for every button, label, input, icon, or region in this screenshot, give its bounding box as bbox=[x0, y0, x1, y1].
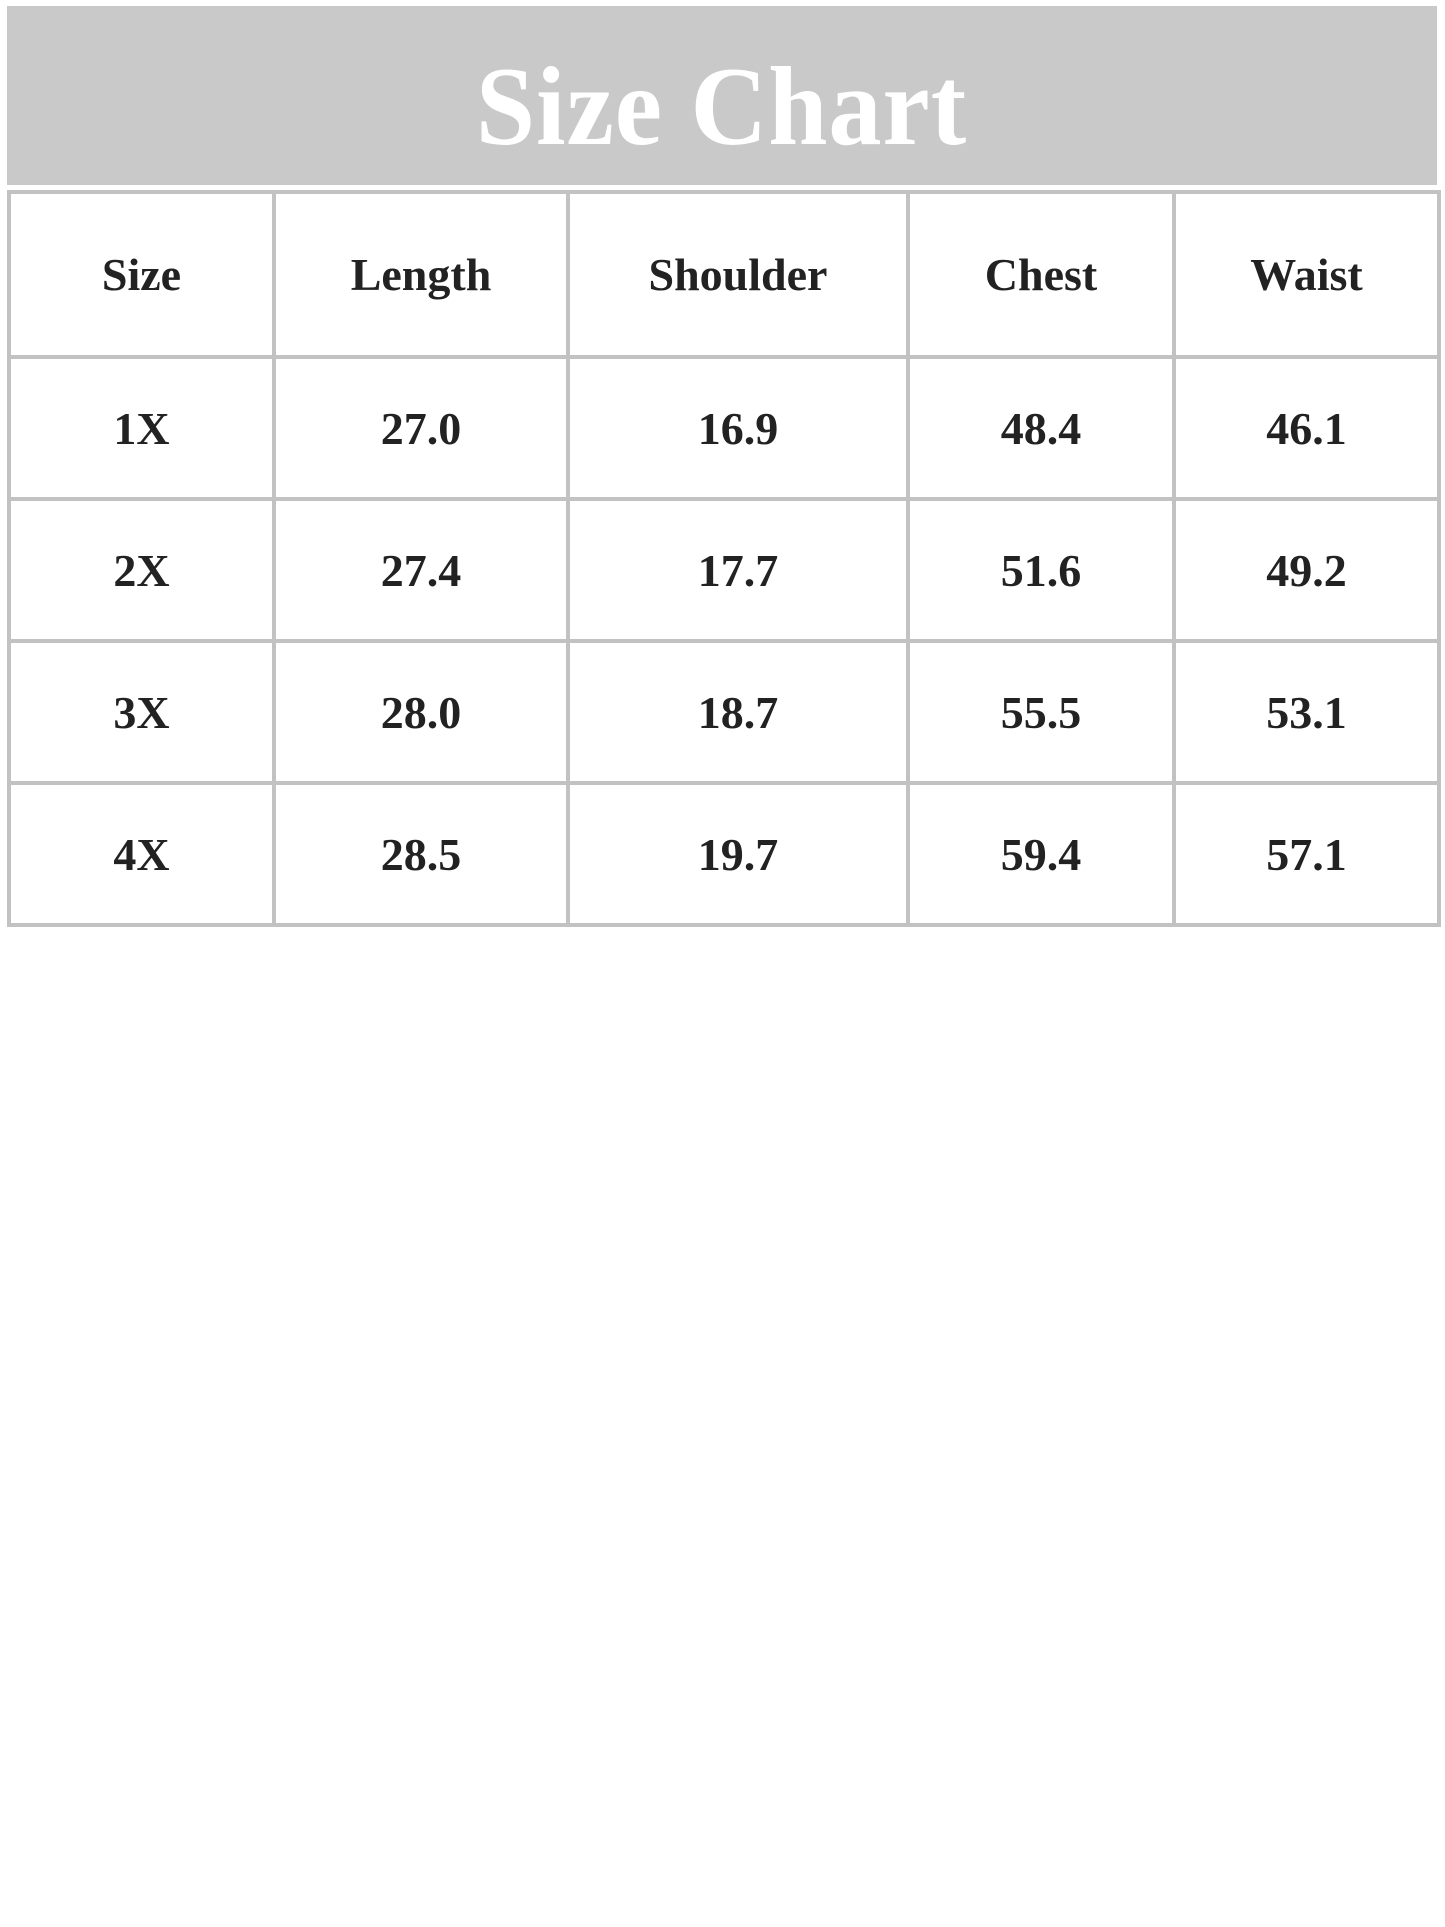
row-label: 1X bbox=[7, 355, 276, 501]
table-cell: 18.7 bbox=[566, 639, 910, 785]
table-row: 1X 27.0 16.9 48.4 46.1 bbox=[7, 355, 1441, 501]
table-cell: 51.6 bbox=[906, 497, 1176, 643]
row-label: 3X bbox=[7, 639, 276, 785]
table-cell: 27.0 bbox=[272, 355, 570, 501]
size-chart-banner: Size Chart bbox=[7, 6, 1437, 185]
table-cell: 19.7 bbox=[566, 781, 910, 927]
column-header-chest: Chest bbox=[906, 190, 1176, 359]
table-cell: 53.1 bbox=[1172, 639, 1441, 785]
table-cell: 46.1 bbox=[1172, 355, 1441, 501]
row-label: 2X bbox=[7, 497, 276, 643]
table-cell: 55.5 bbox=[906, 639, 1176, 785]
table-cell: 48.4 bbox=[906, 355, 1176, 501]
column-header-waist: Waist bbox=[1172, 190, 1441, 359]
column-header-shoulder: Shoulder bbox=[566, 190, 910, 359]
table-row: 4X 28.5 19.7 59.4 57.1 bbox=[7, 781, 1441, 927]
table-cell: 59.4 bbox=[906, 781, 1176, 927]
size-chart-table: Size Length Shoulder Chest Waist 1X 27.0 1… bbox=[7, 190, 1441, 927]
table-cell: 27.4 bbox=[272, 497, 570, 643]
table-body: 1X 27.0 16.9 48.4 46.1 2X 27.4 17.7 51.6 49.2 3X 28… bbox=[7, 355, 1441, 927]
table-cell: 28.5 bbox=[272, 781, 570, 927]
table-header-row: Size Length Shoulder Chest Waist bbox=[7, 190, 1441, 359]
row-label: 4X bbox=[7, 781, 276, 927]
table-row: 3X 28.0 18.7 55.5 53.1 bbox=[7, 639, 1441, 785]
table-cell: 16.9 bbox=[566, 355, 910, 501]
table-row: 2X 27.4 17.7 51.6 49.2 bbox=[7, 497, 1441, 643]
column-header-length: Length bbox=[272, 190, 570, 359]
table-cell: 17.7 bbox=[566, 497, 910, 643]
table-cell: 49.2 bbox=[1172, 497, 1441, 643]
column-header-size: Size bbox=[7, 190, 276, 359]
table-cell: 57.1 bbox=[1172, 781, 1441, 927]
page-title: Size Chart bbox=[476, 44, 968, 169]
table-cell: 28.0 bbox=[272, 639, 570, 785]
